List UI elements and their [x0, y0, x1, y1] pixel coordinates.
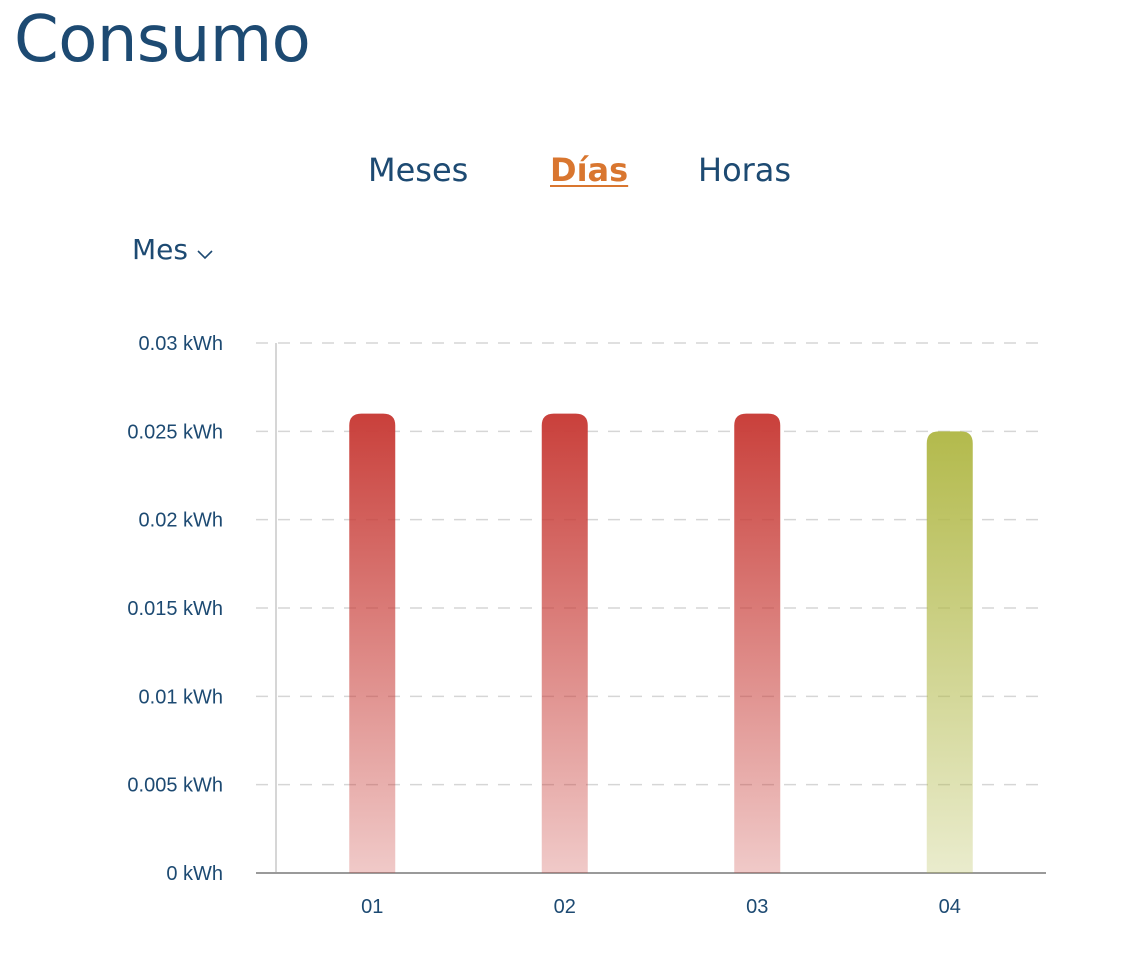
bar-02[interactable] — [541, 413, 588, 873]
bar-03[interactable] — [734, 413, 781, 873]
y-tick-label: 0.03 kWh — [139, 333, 223, 355]
period-select-label: Mes — [132, 233, 188, 266]
chevron-down-icon — [197, 250, 213, 260]
view-tabs: Meses Días Horas — [0, 150, 1132, 194]
x-tick-label: 04 — [939, 896, 961, 918]
y-tick-label: 0.015 kWh — [127, 598, 223, 620]
bar-01[interactable] — [349, 413, 396, 873]
tab-meses[interactable]: Meses — [368, 151, 469, 189]
x-tick-label: 01 — [361, 896, 383, 918]
y-tick-label: 0 kWh — [166, 863, 223, 885]
y-tick-label: 0.02 kWh — [139, 510, 223, 532]
bar-04[interactable] — [926, 431, 973, 873]
y-tick-label: 0.01 kWh — [139, 686, 223, 708]
y-tick-label: 0.025 kWh — [127, 421, 223, 443]
y-tick-label: 0.005 kWh — [127, 775, 223, 797]
tab-dias[interactable]: Días — [550, 151, 629, 189]
x-tick-label: 02 — [554, 896, 576, 918]
period-select[interactable]: Mes — [132, 230, 214, 270]
page-title: Consumo — [14, 3, 311, 77]
x-tick-label: 03 — [746, 896, 768, 918]
tab-horas[interactable]: Horas — [698, 151, 792, 189]
